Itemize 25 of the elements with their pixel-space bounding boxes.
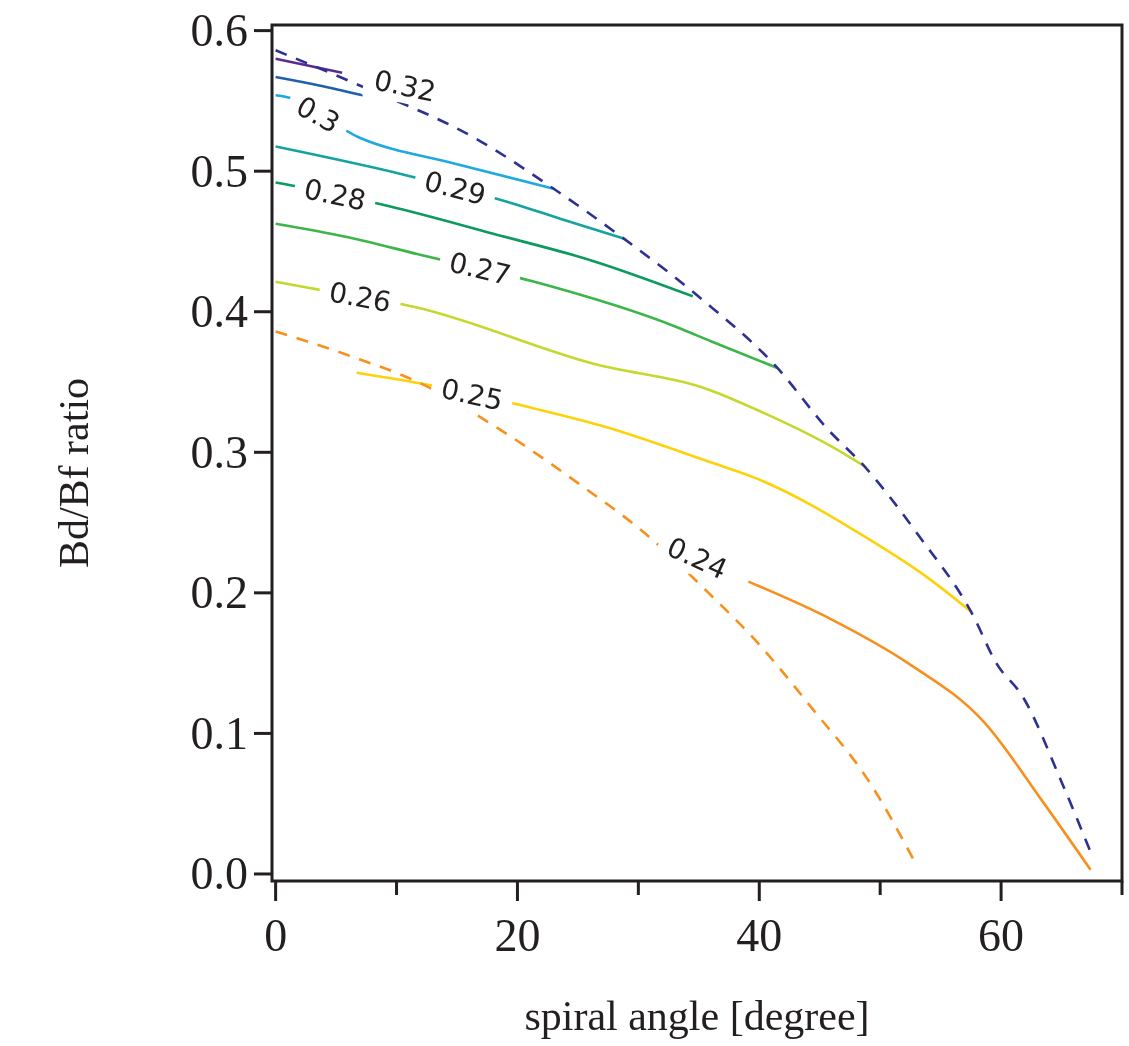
text: 0.29 bbox=[420, 164, 490, 213]
text: 0.25 bbox=[438, 371, 506, 418]
y-tick-label: 0.4 bbox=[190, 286, 248, 338]
y-tick-label: 0.2 bbox=[190, 567, 248, 619]
line-series bbox=[274, 145, 626, 240]
text: 0.32 bbox=[371, 63, 439, 109]
y-tick-label: 0.3 bbox=[190, 426, 248, 478]
y-tick-label: 0.6 bbox=[190, 5, 248, 57]
y-tick-label: 0.0 bbox=[190, 848, 248, 900]
x-tick-label: 60 bbox=[978, 910, 1025, 961]
line-series bbox=[274, 222, 779, 370]
text: 0.24 bbox=[661, 530, 733, 587]
text: 0.26 bbox=[326, 275, 394, 319]
line-series bbox=[355, 371, 974, 614]
x-tick-label: 40 bbox=[736, 910, 783, 961]
y-tick-label: 0.5 bbox=[190, 145, 248, 197]
text: 0.28 bbox=[301, 172, 369, 218]
y-tick-label: 0.1 bbox=[190, 707, 248, 759]
text: 0.27 bbox=[445, 245, 515, 293]
x-tick-label: 0 bbox=[264, 910, 288, 961]
text: 0.3 bbox=[290, 89, 346, 140]
x-axis-title: spiral angle [degree] bbox=[524, 993, 870, 1039]
y-axis-title: Bd/Bf ratio bbox=[51, 377, 97, 569]
line-series bbox=[747, 580, 1092, 872]
x-tick-label: 20 bbox=[494, 910, 541, 961]
